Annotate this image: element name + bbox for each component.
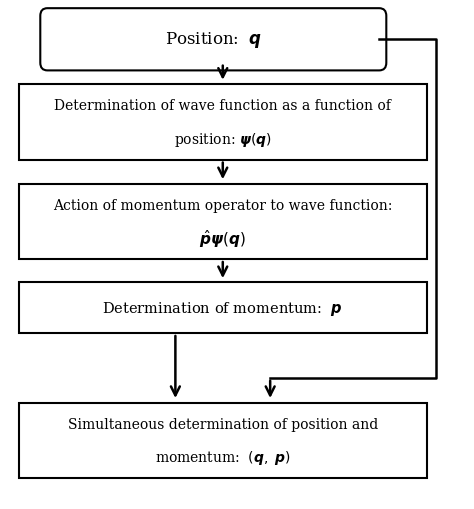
Text: position: $\boldsymbol{\psi}(\boldsymbol{q})$: position: $\boldsymbol{\psi}(\boldsymbol… — [174, 130, 272, 148]
FancyBboxPatch shape — [19, 403, 427, 478]
Text: Position:  $\boldsymbol{q}$: Position: $\boldsymbol{q}$ — [164, 30, 262, 50]
Text: momentum:  $(\boldsymbol{q},\ \boldsymbol{p})$: momentum: $(\boldsymbol{q},\ \boldsymbol… — [155, 448, 291, 466]
Text: Simultaneous determination of position and: Simultaneous determination of position a… — [68, 417, 378, 431]
Text: Action of momentum operator to wave function:: Action of momentum operator to wave func… — [53, 199, 392, 212]
FancyBboxPatch shape — [19, 85, 427, 160]
FancyBboxPatch shape — [19, 282, 427, 333]
FancyBboxPatch shape — [40, 9, 386, 71]
Text: Determination of wave function as a function of: Determination of wave function as a func… — [55, 99, 391, 113]
FancyBboxPatch shape — [19, 184, 427, 260]
Text: Determination of momentum:  $\boldsymbol{p}$: Determination of momentum: $\boldsymbol{… — [102, 299, 343, 317]
Text: $\hat{\boldsymbol{p}}\boldsymbol{\psi}(\boldsymbol{q})$: $\hat{\boldsymbol{p}}\boldsymbol{\psi}(\… — [200, 228, 246, 249]
